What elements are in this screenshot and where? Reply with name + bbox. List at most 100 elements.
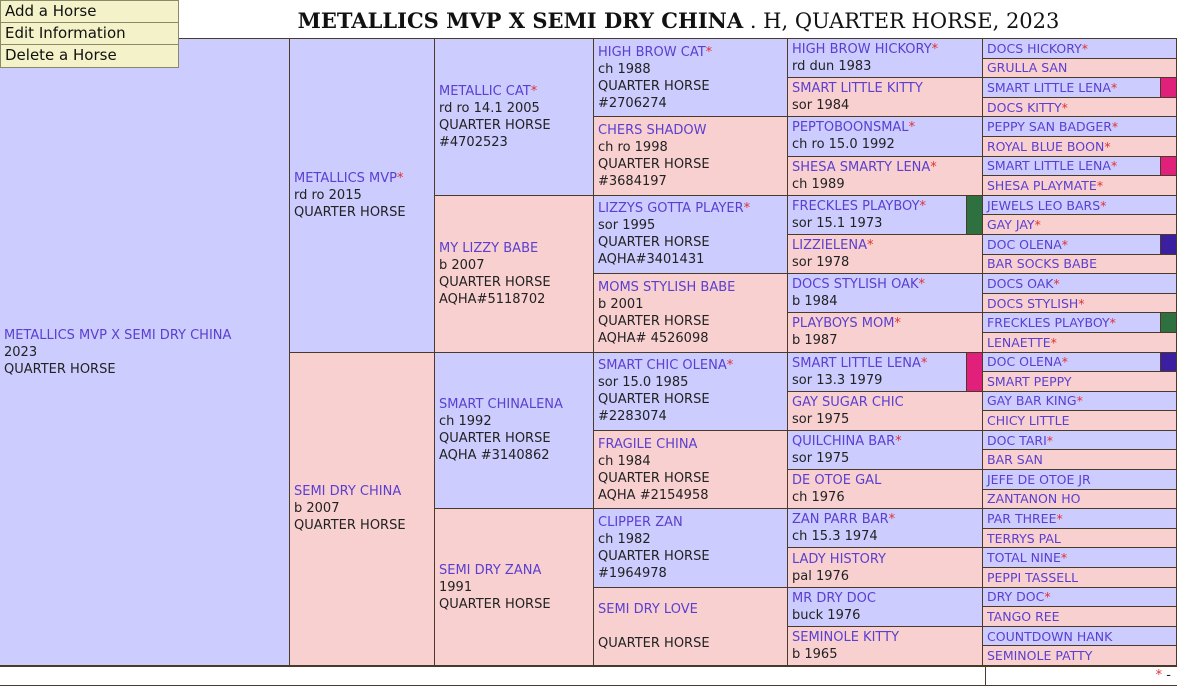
horse-name-link[interactable]: PLAYBOYS MOM* [792,315,978,332]
horse-name-link[interactable]: CLIPPER ZAN [598,514,783,531]
horse-name-link[interactable]: FRECKLES PLAYBOY* [792,198,978,215]
horse-name-link[interactable]: JEWELS LEO BARS* [987,197,1172,214]
horse-name-link[interactable]: DOC OLENA* [987,236,1172,253]
horse-detail-line: rd ro 2015 [294,187,362,203]
horse-name-text: ZAN PARR BAR [792,512,889,528]
horse-name-link[interactable]: PAR THREE* [987,510,1172,527]
pedigree-cell: SEMI DRY LOVE QUARTER HORSE [594,587,788,666]
horse-name-link[interactable]: HIGH BROW CAT* [598,44,783,61]
horse-name-link[interactable]: TOTAL NINE* [987,549,1172,566]
horse-name-text: BAR SAN [987,452,1043,468]
color-flag [1160,352,1176,372]
horse-name-link[interactable]: SEMINOLE KITTY [792,629,978,646]
add-horse-menu-item[interactable]: Add a Horse [0,0,179,23]
horse-name-link[interactable]: MOMS STYLISH BABE [598,279,783,296]
horse-name-text: SMART LITTLE LENA [987,79,1111,95]
horse-name-link[interactable]: FRAGILE CHINA [598,436,783,453]
horse-name-link[interactable]: SEMI DRY CHINA [294,483,430,500]
horse-name-link[interactable]: SMART PEPPY [987,373,1172,390]
horse-name-link[interactable]: SMART LITTLE LENA* [987,157,1172,174]
horse-name-link[interactable]: PEPTOBOONSMAL* [792,119,978,136]
horse-name-link[interactable]: DOCS STYLISH* [987,295,1172,312]
pedigree-cell: MOMS STYLISH BABE b 2001 QUARTER HORSE AQHA… [594,274,788,353]
horse-name-link[interactable]: METALLICS MVP* [294,170,430,187]
horse-name-link[interactable]: TERRYS PAL [987,530,1172,547]
horse-name-link[interactable]: ZAN PARR BAR* [792,511,978,528]
horse-detail-line: sor 15.0 1985 [598,375,689,391]
pedigree-cell: ZAN PARR BAR* ch 15.3 1974 [788,509,983,549]
horse-name-link[interactable]: CHICY LITTLE [987,412,1172,429]
horse-name-link[interactable]: SHESA PLAYMATE* [987,177,1172,194]
horse-name-link[interactable]: DE OTOE GAL [792,472,978,489]
delete-horse-menu-item[interactable]: Delete a Horse [0,45,179,69]
horse-name-link[interactable]: JEFE DE OTOE JR [987,471,1172,488]
horse-name-link[interactable]: METALLICS MVP X SEMI DRY CHINA [4,327,285,344]
horse-name-text: DOCS KITTY [987,99,1062,115]
horse-name-link[interactable]: LIZZIELENA* [792,237,978,254]
horse-name-link[interactable]: ZANTANON HO [987,490,1172,507]
horse-name-link[interactable]: HIGH BROW HICKORY* [792,41,978,58]
horse-detail-line: ch ro 1998 [598,140,668,156]
horse-name-link[interactable]: SHESA SMARTY LENA* [792,159,978,176]
horse-name-link[interactable]: TANGO REE [987,608,1172,625]
pedigree-cell: BAR SAN [983,450,1177,471]
horse-name-link[interactable]: GAY SUGAR CHIC [792,394,978,411]
pedigree-cell: FRECKLES PLAYBOY* [983,313,1177,333]
horse-name-link[interactable]: BAR SOCKS BABE [987,255,1172,272]
horse-name-link[interactable]: SMART CHINALENA [439,396,589,413]
horse-name-link[interactable]: BAR SAN [987,451,1172,468]
star-marker: * [1061,236,1069,252]
horse-name-link[interactable]: DOCS OAK* [987,275,1172,292]
horse-name-link[interactable]: FRECKLES PLAYBOY* [987,314,1172,331]
horse-name-link[interactable]: CHERS SHADOW [598,122,783,139]
color-flag [1160,156,1176,176]
horse-name-link[interactable]: SMART LITTLE LENA* [987,79,1172,96]
horse-name-link[interactable]: PEPPY SAN BADGER* [987,118,1172,135]
horse-name-link[interactable]: GAY JAY* [987,216,1172,233]
horse-name-text: SHESA PLAYMATE [987,177,1097,193]
horse-name-link[interactable]: LIZZYS GOTTA PLAYER* [598,200,783,217]
pedigree-cell: GAY BAR KING* [983,391,1177,412]
horse-name-text: LIZZYS GOTTA PLAYER [598,201,744,217]
horse-name-text: GRULLA SAN [987,60,1068,76]
horse-name-link[interactable]: SEMI DRY ZANA [439,562,589,579]
horse-name-link[interactable]: MY LIZZY BABE [439,240,589,257]
horse-name-link[interactable]: QUILCHINA BAR* [792,433,978,450]
horse-detail-line: b 1984 [792,294,838,310]
edit-information-menu-item[interactable]: Edit Information [0,22,179,46]
horse-name-link[interactable]: ROYAL BLUE BOON* [987,138,1172,155]
star-marker: * [930,159,937,175]
horse-name-link[interactable]: GAY BAR KING* [987,392,1172,409]
horse-name-link[interactable]: DOCS STYLISH OAK* [792,276,978,293]
star-marker: * [1034,217,1041,233]
pedigree-cell: LIZZYS GOTTA PLAYER* sor 1995 QUARTER HORS… [594,195,788,275]
horse-name-link[interactable]: DOC TARI* [987,432,1172,449]
horse-name-link[interactable]: GRULLA SAN [987,59,1172,76]
horse-name-link[interactable]: SMART LITTLE LENA* [792,355,978,372]
horse-name-link[interactable]: LADY HISTORY [792,551,978,568]
horse-detail-line: QUARTER HORSE [598,235,710,251]
horse-name-link[interactable]: SEMINOLE PATTY [987,647,1172,664]
horse-name-link[interactable]: DOC OLENA* [987,353,1172,370]
horse-name-link[interactable]: DRY DOC* [987,588,1172,605]
horse-name-text: QUILCHINA BAR [792,433,896,449]
horse-name-link[interactable]: METALLIC CAT* [439,83,589,100]
horse-name-link[interactable]: MR DRY DOC [792,590,978,607]
horse-detail-line: QUARTER HORSE [598,157,710,173]
pedigree-cell: SEMINOLE KITTY b 1965 [788,626,983,666]
horse-name-text: GAY SUGAR CHIC [792,394,904,410]
horse-name-link[interactable]: DOCS HICKORY* [987,40,1172,57]
horse-name-link[interactable]: COUNTDOWN HANK [987,628,1172,645]
horse-name-link[interactable]: SMART CHIC OLENA* [598,357,783,374]
horse-detail-line: AQHA #2154958 [598,487,709,503]
pedigree-cell: PEPPI TASSELL [983,568,1177,588]
pedigree-cell: CLIPPER ZAN ch 1982 QUARTER HORSE #1964978 [594,509,788,588]
color-flag [1160,78,1176,97]
horse-name-link[interactable]: LENAETTE* [987,334,1172,351]
pedigree-cell: TANGO REE [983,607,1177,627]
horse-name-link[interactable]: SMART LITTLE KITTY [792,80,978,97]
horse-name-link[interactable]: SEMI DRY LOVE [598,601,783,618]
horse-detail-line: sor 1984 [792,98,850,114]
horse-name-link[interactable]: DOCS KITTY* [987,99,1172,116]
horse-name-link[interactable]: PEPPI TASSELL [987,569,1172,586]
